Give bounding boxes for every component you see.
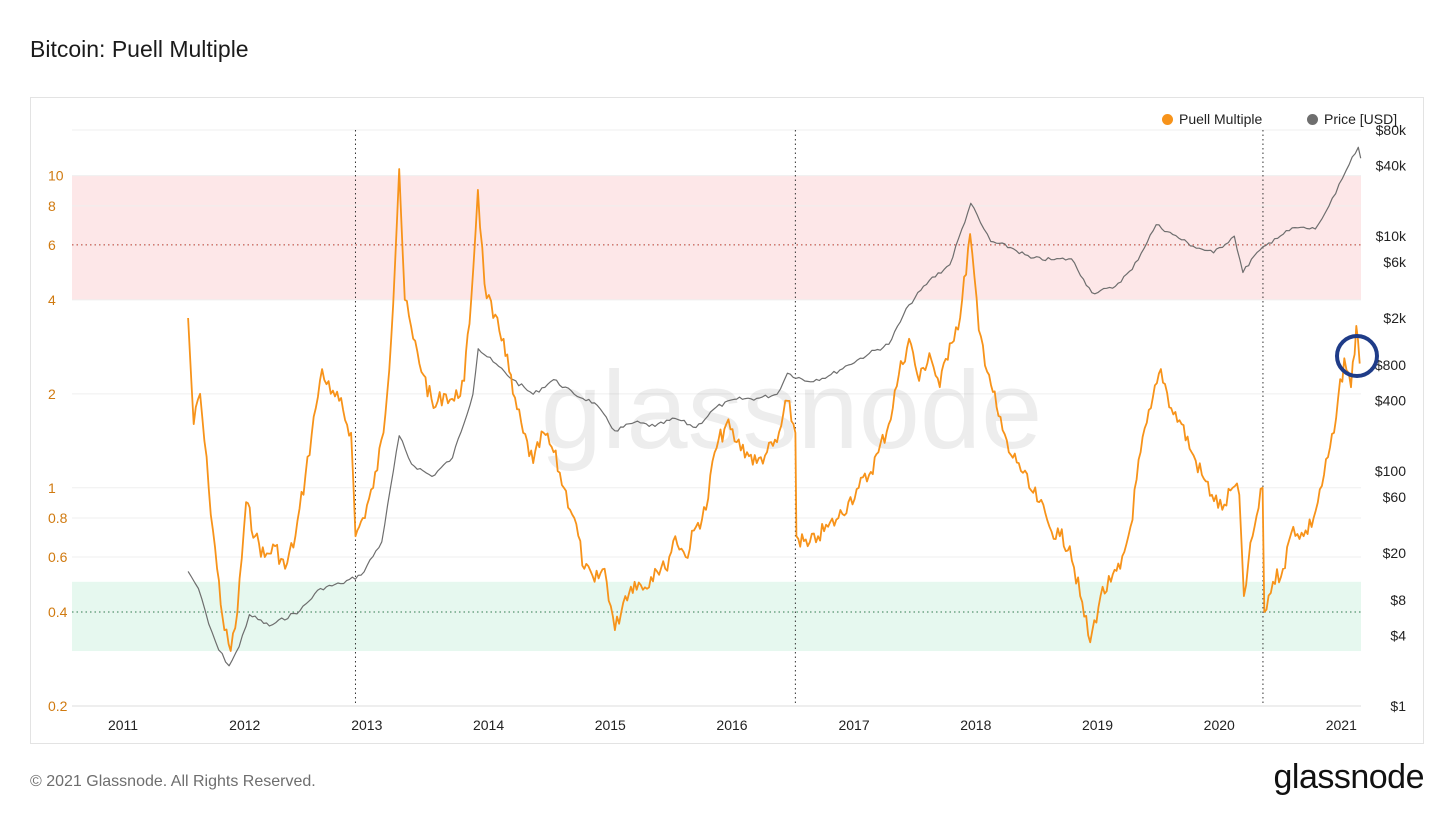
y-left-tick-label: 1 xyxy=(48,480,56,496)
y-right-tick-label: $6k xyxy=(1383,254,1407,270)
x-tick-label: 2021 xyxy=(1326,717,1357,733)
y-right-tick-label: $40k xyxy=(1376,157,1407,173)
y-left-tick-label: 0.4 xyxy=(48,604,68,620)
legend-price[interactable]: Price [USD] xyxy=(1307,111,1397,127)
x-tick-label: 2014 xyxy=(473,717,504,733)
x-tick-label: 2019 xyxy=(1082,717,1113,733)
y-left-tick-label: 6 xyxy=(48,237,56,253)
y-left-tick-label: 0.8 xyxy=(48,510,68,526)
y-right-tick-label: $4 xyxy=(1390,627,1406,643)
x-tick-label: 2016 xyxy=(716,717,747,733)
upper-band xyxy=(72,175,1361,300)
y-left-tick-label: 10 xyxy=(48,168,64,184)
chart-frame xyxy=(30,97,1424,744)
y-right-tick-label: $20 xyxy=(1383,545,1407,561)
watermark: glassnode xyxy=(541,349,1043,472)
y-left-tick-label: 2 xyxy=(48,386,56,402)
x-tick-label: 2015 xyxy=(595,717,626,733)
page-title: Bitcoin: Puell Multiple xyxy=(30,36,249,62)
lower-band xyxy=(72,581,1361,652)
y-right-tick-label: $100 xyxy=(1375,463,1406,479)
y-right-tick-label: $60 xyxy=(1383,489,1407,505)
y-right-tick-label: $10k xyxy=(1376,228,1407,244)
x-tick-label: 2012 xyxy=(229,717,260,733)
puell-series-line xyxy=(187,168,1361,652)
legend-label-puell: Puell Multiple xyxy=(1179,111,1263,127)
y-left-tick-label: 8 xyxy=(48,198,56,214)
x-tick-label: 2013 xyxy=(351,717,382,733)
glassnode-logo[interactable]: glassnode xyxy=(1273,758,1424,796)
y-left-tick-label: 0.6 xyxy=(48,549,68,565)
legend-dot-price xyxy=(1307,113,1318,125)
y-right-tick-label: $800 xyxy=(1375,357,1406,373)
legend-label-price: Price [USD] xyxy=(1324,111,1398,127)
legend-puell[interactable]: Puell Multiple xyxy=(1162,111,1262,127)
price-series-line xyxy=(187,146,1362,667)
y-right-tick-label: $2k xyxy=(1383,310,1407,326)
y-right-tick-label: $1 xyxy=(1390,698,1406,714)
x-tick-label: 2011 xyxy=(108,717,138,733)
x-tick-label: 2020 xyxy=(1204,717,1235,733)
y-left-tick-label: 0.2 xyxy=(48,698,68,714)
y-right-tick-label: $80k xyxy=(1376,122,1407,138)
x-tick-label: 2018 xyxy=(960,717,991,733)
highlight-circle xyxy=(1335,334,1379,378)
y-right-tick-label: $400 xyxy=(1375,392,1406,408)
legend-dot-puell xyxy=(1162,113,1173,125)
x-tick-label: 2017 xyxy=(838,717,869,733)
y-right-tick-label: $8 xyxy=(1390,592,1406,608)
copyright-text: © 2021 Glassnode. All Rights Reserved. xyxy=(30,773,316,790)
y-left-tick-label: 4 xyxy=(48,292,56,308)
